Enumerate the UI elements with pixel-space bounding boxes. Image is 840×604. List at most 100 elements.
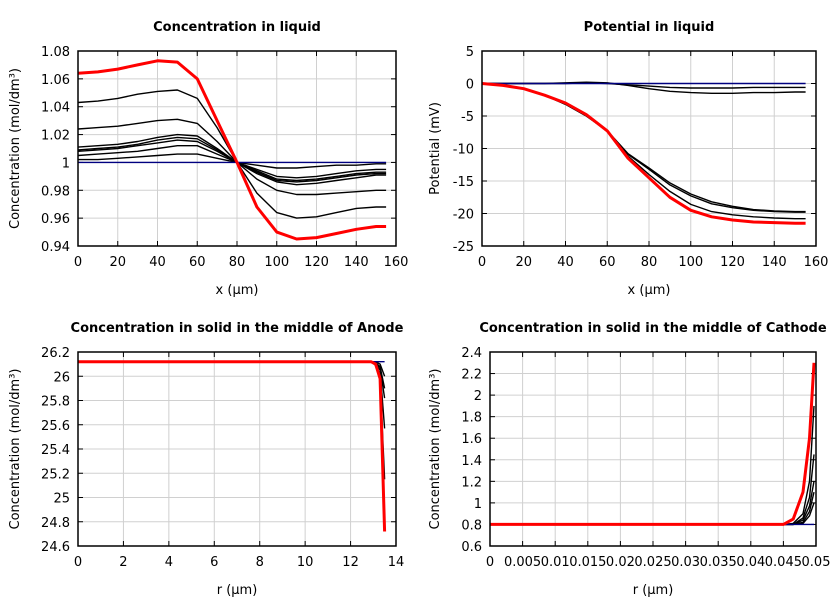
x-tick-label: 0.045: [765, 555, 802, 570]
series-line: [78, 361, 386, 377]
x-tick-label: 0.05: [802, 555, 831, 570]
x-tick-label: 0.035: [700, 555, 737, 570]
plot-frame: [77, 50, 397, 247]
x-axis-label: x (µm): [216, 283, 259, 298]
y-tick-label: 1.6: [461, 432, 482, 447]
x-tick-label: 4: [165, 555, 173, 570]
x-tick-label: 0.04: [736, 555, 765, 570]
x-tick-label: 120: [720, 255, 745, 270]
series-line: [481, 82, 806, 213]
x-tick-label: 160: [384, 255, 409, 270]
series-line: [481, 82, 806, 220]
x-tick-label: 60: [599, 255, 616, 270]
y-tick-label: 25.6: [41, 419, 70, 434]
y-tick-label: 1.06: [41, 73, 70, 88]
y-tick-label: 0.8: [461, 518, 482, 533]
x-tick-label: 8: [256, 555, 264, 570]
x-tick-label: 160: [804, 255, 829, 270]
series-line: [490, 491, 815, 526]
y-tick-label: 1.4: [461, 454, 482, 469]
chart-title: Potential in liquid: [584, 20, 715, 35]
y-tick-label: 24.6: [41, 540, 70, 555]
y-tick-label: 24.8: [41, 516, 70, 531]
series-line: [78, 361, 386, 429]
series-line: [78, 361, 386, 480]
series-line: [78, 361, 386, 399]
x-tick-label: 12: [342, 555, 359, 570]
x-tick-label: 0: [74, 255, 82, 270]
x-tick-label: 0.005: [504, 555, 541, 570]
x-tick-label: 80: [229, 255, 246, 270]
x-tick-label: 2: [119, 555, 127, 570]
series-line: [490, 502, 815, 526]
x-tick-label: 10: [297, 555, 314, 570]
x-tick-label: 6: [210, 555, 218, 570]
y-tick-label: 26.2: [41, 346, 70, 361]
y-tick-label: 0.98: [41, 184, 70, 199]
y-tick-label: -15: [453, 175, 474, 190]
x-tick-label: 0.025: [634, 555, 671, 570]
y-tick-label: 2.4: [461, 346, 482, 361]
series-line: [490, 454, 815, 526]
x-tick-label: 100: [678, 255, 703, 270]
y-axis-label: Potential (mV): [428, 102, 443, 195]
y-tick-label: 2.2: [461, 368, 482, 383]
series-line: [481, 82, 806, 213]
chart-3: 0 2 4 6 8 10 12 14 24.6 24.8 25 25.2 25.4 25.6 25.8 26 2…: [8, 321, 404, 598]
series-line: [490, 405, 815, 526]
x-tick-label: 0.03: [671, 555, 700, 570]
x-tick-label: 100: [264, 255, 289, 270]
chart-title: Concentration in solid in the middle of …: [71, 321, 404, 336]
y-tick-label: 1.2: [461, 475, 482, 490]
y-tick-label: 2: [474, 389, 482, 404]
x-tick-label: 14: [388, 555, 405, 570]
y-tick-label: 0.96: [41, 212, 70, 227]
x-tick-label: 140: [344, 255, 369, 270]
y-tick-label: 1: [474, 497, 482, 512]
y-axis-label: Concentration (mol/dm³): [8, 369, 23, 530]
series-line-red: [78, 360, 387, 532]
y-tick-label: 1.08: [41, 45, 70, 60]
y-tick-label: 0.6: [461, 540, 482, 555]
y-tick-label: 1.8: [461, 411, 482, 426]
x-tick-label: 60: [189, 255, 206, 270]
y-tick-label: -5: [461, 110, 474, 125]
chart-2: 0 20 40 60 80 100 120 140 160 -25 -20 -15 -10 -5 0 5 Pot…: [428, 20, 828, 298]
y-tick-label: 25.8: [41, 395, 70, 410]
x-tick-label: 120: [304, 255, 329, 270]
x-axis-label: r (µm): [217, 583, 258, 598]
series-line: [78, 361, 386, 389]
x-tick-label: 140: [762, 255, 787, 270]
x-tick-label: 40: [149, 255, 166, 270]
x-tick-label: 20: [109, 255, 126, 270]
y-tick-label: 0.94: [41, 240, 70, 255]
series-line: [77, 118, 387, 196]
y-tick-label: -25: [453, 240, 474, 255]
y-tick-label: 0: [466, 78, 474, 93]
x-tick-label: 0.01: [541, 555, 570, 570]
y-tick-label: -10: [453, 143, 474, 158]
series-line: [78, 153, 387, 169]
x-tick-label: 0.02: [606, 555, 635, 570]
x-tick-label: 0: [74, 555, 82, 570]
y-tick-label: 25.2: [41, 467, 70, 482]
chart-4: 0 0.005 0.01 0.015 0.02 0.025 0.03 0.035 0.04 0.0…: [428, 321, 830, 598]
x-axis-label: r (µm): [633, 583, 674, 598]
x-axis-label: x (µm): [628, 283, 671, 298]
chart-title: Concentration in liquid: [153, 20, 321, 35]
x-tick-label: 0: [486, 555, 494, 570]
chart-1: 0 20 40 60 80 100 120 140 160 0.94 0.96 0.98 1 1.02 1.…: [8, 20, 408, 298]
y-tick-label: 5: [466, 45, 474, 60]
x-tick-label: 40: [557, 255, 574, 270]
series-line-red: [490, 362, 816, 526]
y-tick-label: 1.02: [41, 129, 70, 144]
y-axis-label: Concentration (mol/dm³): [8, 68, 23, 229]
chart-title: Concentration in solid in the middle of …: [479, 321, 827, 336]
x-tick-label: 0: [478, 255, 486, 270]
series-line-red: [481, 82, 806, 225]
y-tick-label: 25: [53, 492, 70, 507]
x-tick-label: 20: [515, 255, 532, 270]
plot-frame: [77, 351, 397, 547]
y-tick-label: 1.04: [41, 101, 70, 116]
